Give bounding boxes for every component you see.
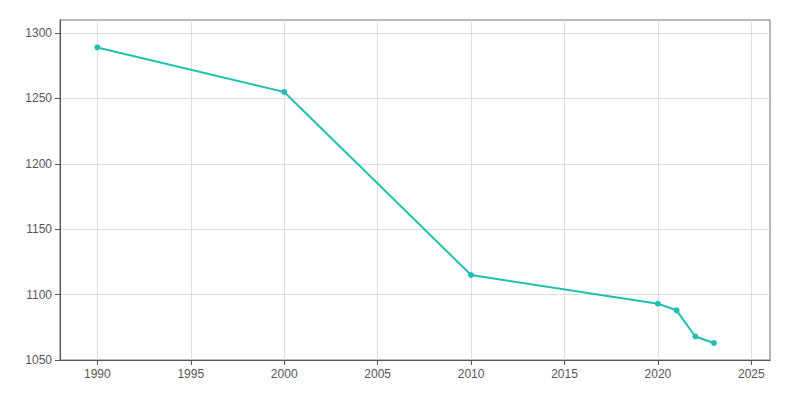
svg-text:1050: 1050 [25,353,52,367]
svg-text:2010: 2010 [458,367,485,381]
svg-text:1300: 1300 [25,26,52,40]
svg-text:2025: 2025 [738,367,765,381]
svg-text:1995: 1995 [177,367,204,381]
svg-text:1990: 1990 [84,367,111,381]
svg-text:1150: 1150 [26,222,52,236]
svg-text:1200: 1200 [25,157,52,171]
svg-text:2005: 2005 [364,367,391,381]
svg-text:2000: 2000 [271,367,298,381]
svg-text:2020: 2020 [645,367,672,381]
svg-text:1100: 1100 [26,288,52,302]
svg-text:1250: 1250 [25,91,52,105]
svg-text:2015: 2015 [551,367,578,381]
